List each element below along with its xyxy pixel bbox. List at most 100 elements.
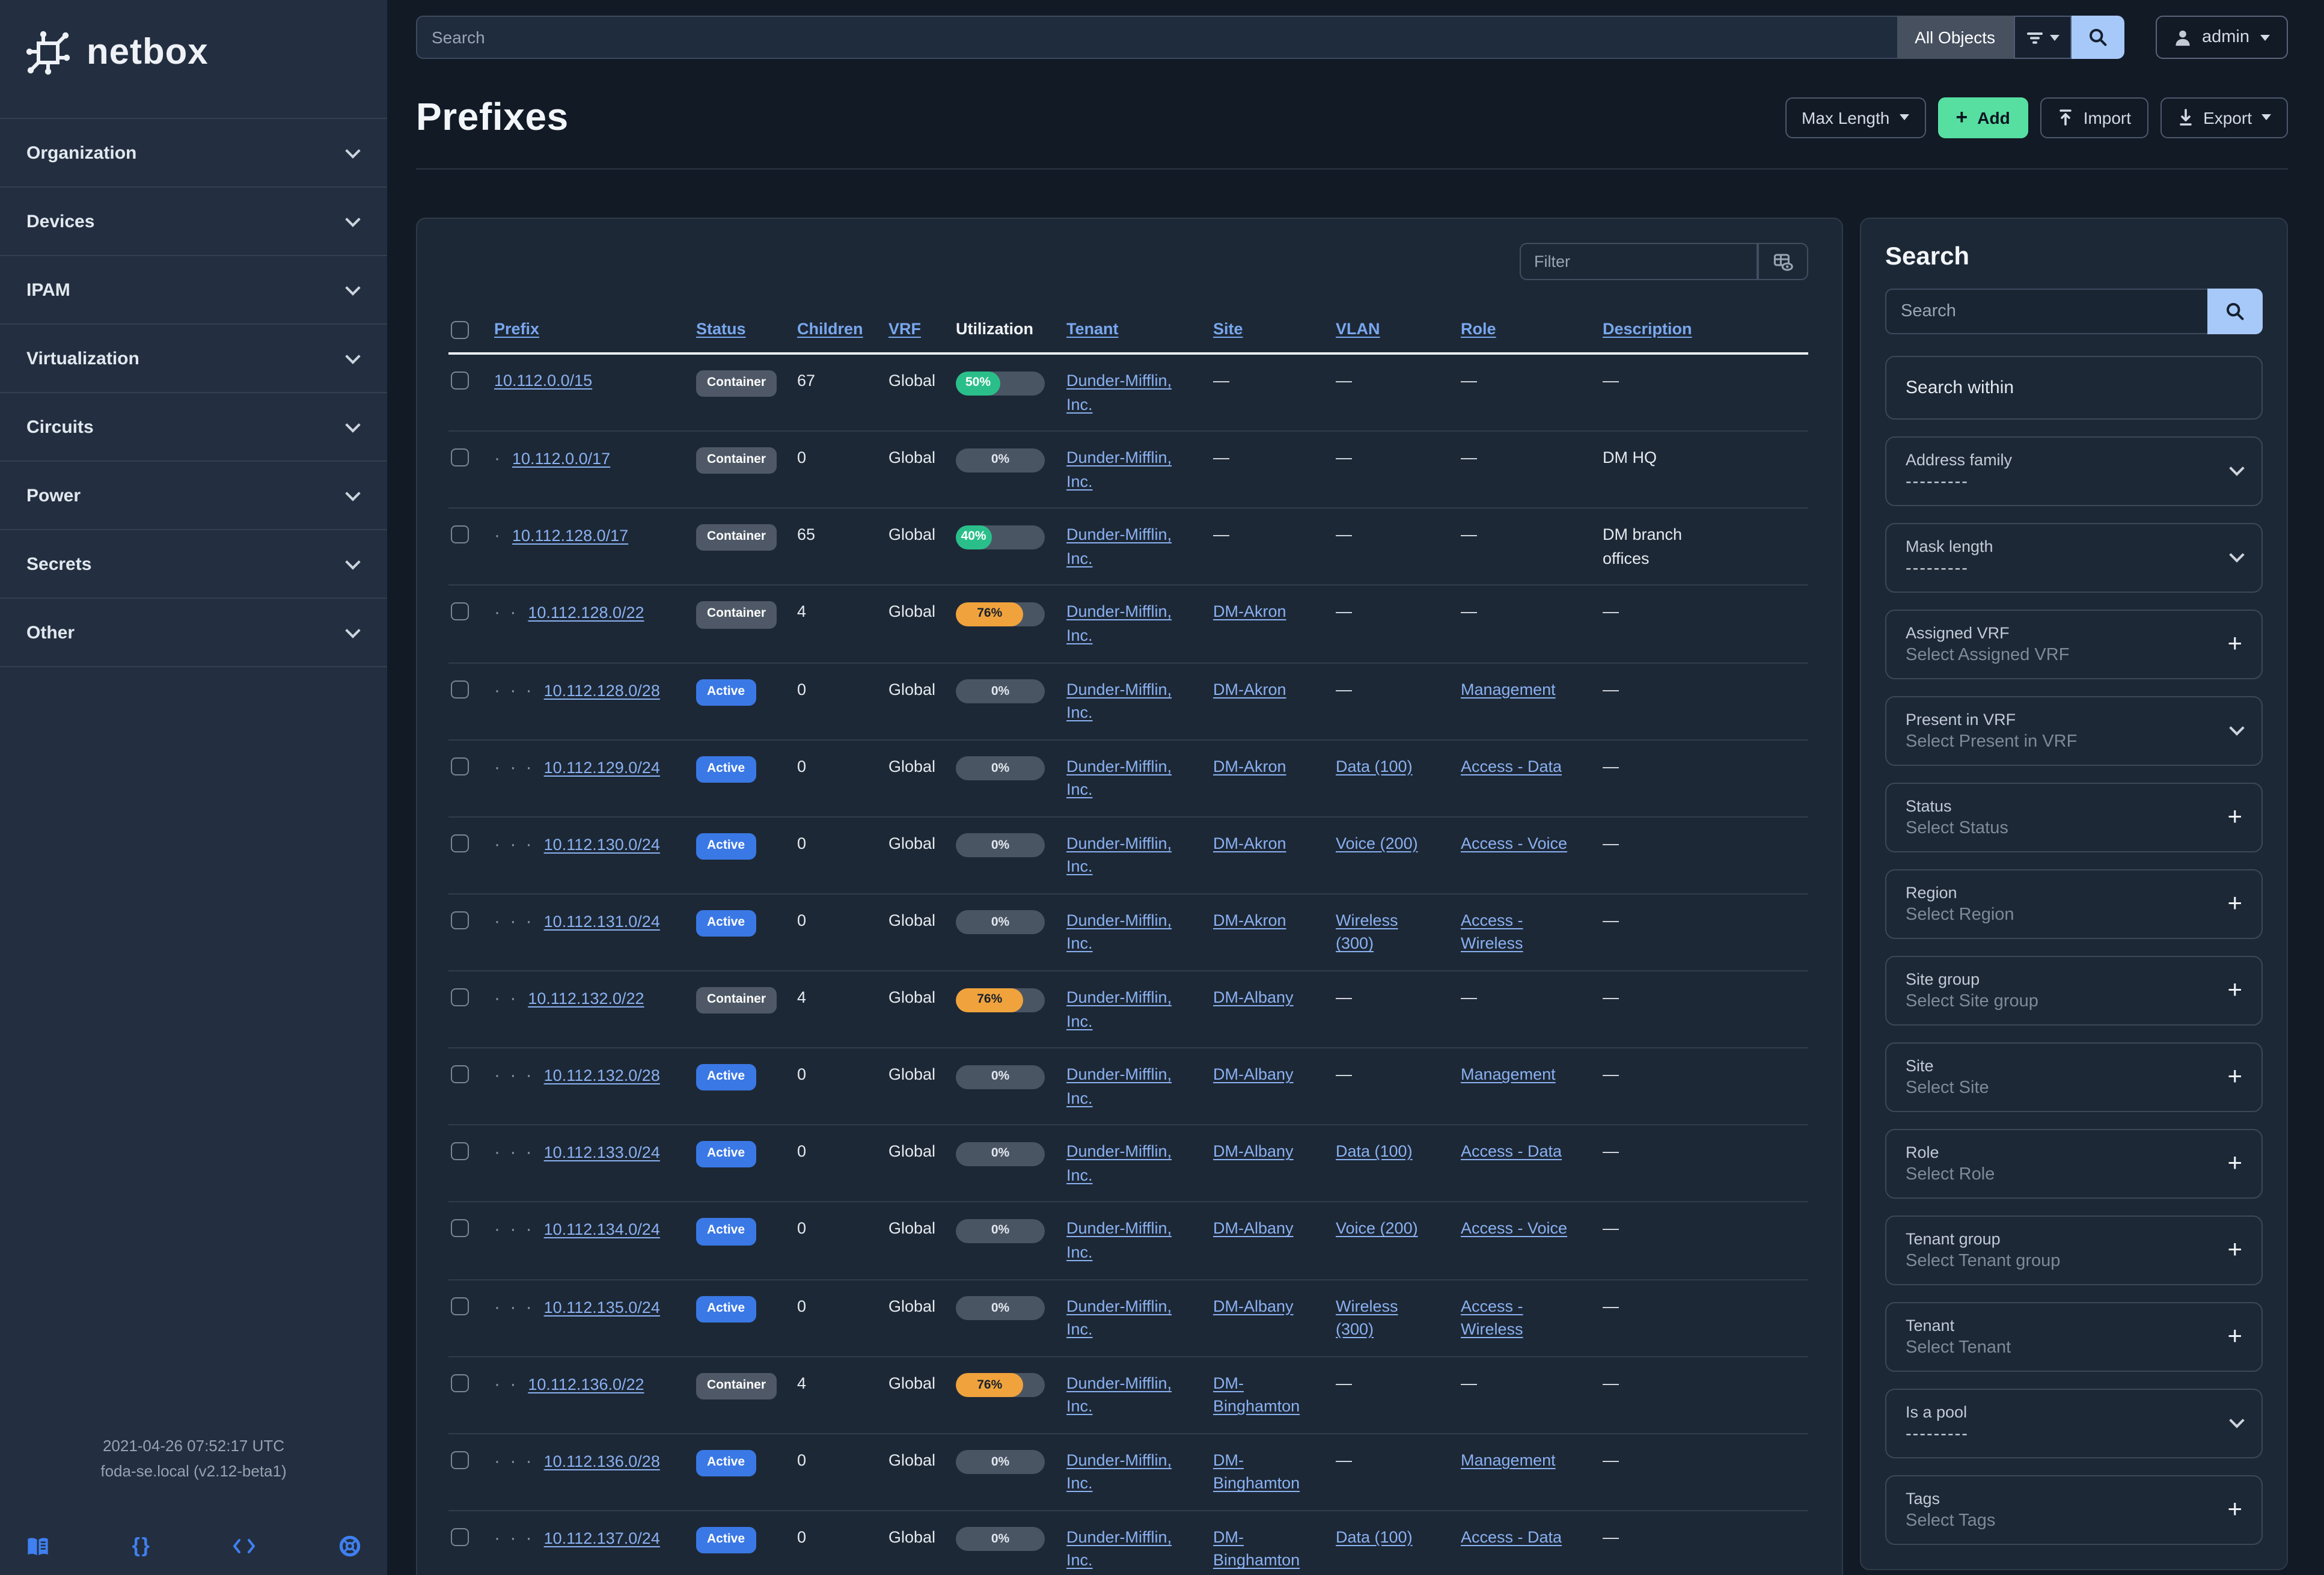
sidebar-item-ipam[interactable]: IPAM (0, 256, 387, 325)
column-sort-link[interactable]: Children (797, 320, 863, 338)
prefix-link[interactable]: 10.112.135.0/24 (543, 1298, 660, 1316)
help-lifering-icon[interactable] (339, 1535, 361, 1557)
prefix-link[interactable]: 10.112.128.0/28 (543, 681, 660, 699)
sidebar-item-circuits[interactable]: Circuits (0, 393, 387, 462)
filter-widget-is-a-pool[interactable]: Is a pool --------- (1885, 1389, 2263, 1458)
export-button[interactable]: Export (2160, 97, 2288, 138)
site-link[interactable]: DM-Albany (1213, 1297, 1294, 1315)
prefix-link[interactable]: 10.112.132.0/28 (543, 1066, 660, 1085)
role-link[interactable]: Management (1461, 1451, 1556, 1469)
role-link[interactable]: Access - Wireless (1461, 1297, 1523, 1339)
select-all-checkbox[interactable] (451, 321, 469, 339)
max-length-button[interactable]: Max Length (1785, 97, 1926, 138)
role-link[interactable]: Access - Wireless (1461, 911, 1523, 953)
import-button[interactable]: Import (2040, 97, 2148, 138)
add-button[interactable]: + Add (1937, 97, 2028, 138)
column-visibility-button[interactable] (1758, 243, 1808, 280)
tenant-link[interactable]: Dunder-Mifflin, Inc. (1066, 911, 1172, 953)
user-menu-button[interactable]: admin (2155, 16, 2288, 59)
site-link[interactable]: DM-Binghamton (1213, 1451, 1300, 1493)
prefix-link[interactable]: 10.112.130.0/24 (543, 835, 660, 854)
global-search-button[interactable] (2071, 16, 2124, 59)
row-checkbox[interactable] (451, 834, 469, 852)
site-link[interactable]: DM-Albany (1213, 1219, 1294, 1238)
sidebar-item-power[interactable]: Power (0, 462, 387, 530)
tenant-link[interactable]: Dunder-Mifflin, Inc. (1066, 988, 1172, 1030)
column-sort-link[interactable]: Description (1603, 320, 1692, 338)
filter-widget-region[interactable]: Region Select Region + (1885, 869, 2263, 939)
row-checkbox[interactable] (451, 680, 469, 698)
site-link[interactable]: DM-Albany (1213, 1065, 1294, 1084)
tenant-link[interactable]: Dunder-Mifflin, Inc. (1066, 525, 1172, 567)
prefix-link[interactable]: 10.112.136.0/28 (543, 1452, 660, 1470)
role-link[interactable]: Management (1461, 1065, 1556, 1084)
row-checkbox[interactable] (451, 988, 469, 1006)
column-sort-link[interactable]: Role (1461, 320, 1496, 338)
global-search-input[interactable] (416, 16, 1897, 59)
filter-widget-tenant-group[interactable]: Tenant group Select Tenant group + (1885, 1216, 2263, 1285)
tenant-link[interactable]: Dunder-Mifflin, Inc. (1066, 1374, 1172, 1416)
tenant-link[interactable]: Dunder-Mifflin, Inc. (1066, 1528, 1172, 1570)
row-checkbox[interactable] (451, 1297, 469, 1315)
filter-widget-status[interactable]: Status Select Status + (1885, 783, 2263, 852)
filter-widget-mask-length[interactable]: Mask length --------- (1885, 523, 2263, 593)
search-filter-dropdown-button[interactable] (2013, 16, 2071, 59)
sidebar-item-other[interactable]: Other (0, 599, 387, 667)
role-link[interactable]: Access - Data (1461, 1142, 1562, 1161)
tenant-link[interactable]: Dunder-Mifflin, Inc. (1066, 1065, 1172, 1107)
sidebar-item-secrets[interactable]: Secrets (0, 530, 387, 599)
tenant-link[interactable]: Dunder-Mifflin, Inc. (1066, 1142, 1172, 1184)
vlan-link[interactable]: Voice (200) (1336, 834, 1418, 852)
row-checkbox[interactable] (451, 1142, 469, 1161)
row-checkbox[interactable] (451, 1451, 469, 1469)
row-checkbox[interactable] (451, 911, 469, 929)
prefix-link[interactable]: 10.112.0.0/17 (512, 450, 611, 468)
row-checkbox[interactable] (451, 372, 469, 390)
sidebar-item-devices[interactable]: Devices (0, 188, 387, 256)
row-checkbox[interactable] (451, 1219, 469, 1238)
filter-widget-site-group[interactable]: Site group Select Site group + (1885, 956, 2263, 1026)
role-link[interactable]: Access - Voice (1461, 834, 1568, 852)
column-sort-link[interactable]: VLAN (1336, 320, 1380, 338)
vlan-link[interactable]: Voice (200) (1336, 1219, 1418, 1238)
column-sort-link[interactable]: Status (696, 320, 746, 338)
vlan-link[interactable]: Data (100) (1336, 1142, 1413, 1161)
tenant-link[interactable]: Dunder-Mifflin, Inc. (1066, 1219, 1172, 1261)
filter-widget-address-family[interactable]: Address family --------- (1885, 436, 2263, 506)
netbox-logo[interactable]: netbox (0, 0, 387, 99)
column-sort-link[interactable]: Prefix (494, 320, 540, 338)
filter-widget-tenant[interactable]: Tenant Select Tenant + (1885, 1302, 2263, 1372)
site-link[interactable]: DM-Akron (1213, 911, 1286, 929)
api-braces-icon[interactable]: { } (132, 1534, 150, 1557)
role-link[interactable]: Access - Voice (1461, 1219, 1568, 1238)
prefix-link[interactable]: 10.112.137.0/24 (543, 1529, 660, 1547)
site-link[interactable]: DM-Akron (1213, 602, 1286, 621)
filter-widget-tags[interactable]: Tags Select Tags + (1885, 1475, 2263, 1545)
tenant-link[interactable]: Dunder-Mifflin, Inc. (1066, 372, 1172, 414)
prefix-link[interactable]: 10.112.134.0/24 (543, 1220, 660, 1239)
vlan-link[interactable]: Data (100) (1336, 757, 1413, 775)
prefix-link[interactable]: 10.112.128.0/22 (528, 604, 644, 622)
column-sort-link[interactable]: VRF (888, 320, 921, 338)
prefix-link[interactable]: 10.112.132.0/22 (528, 989, 644, 1008)
row-checkbox[interactable] (451, 1065, 469, 1084)
tenant-link[interactable]: Dunder-Mifflin, Inc. (1066, 680, 1172, 722)
row-checkbox[interactable] (451, 1528, 469, 1546)
filter-widget-site[interactable]: Site Select Site + (1885, 1042, 2263, 1112)
site-link[interactable]: DM-Akron (1213, 757, 1286, 775)
role-link[interactable]: Management (1461, 680, 1556, 698)
filter-widget-role[interactable]: Role Select Role + (1885, 1129, 2263, 1199)
prefix-link[interactable]: 10.112.136.0/22 (528, 1375, 644, 1393)
filter-widget-assigned-vrf[interactable]: Assigned VRF Select Assigned VRF + (1885, 610, 2263, 679)
role-link[interactable]: Access - Data (1461, 757, 1562, 775)
role-link[interactable]: Access - Data (1461, 1528, 1562, 1546)
tenant-link[interactable]: Dunder-Mifflin, Inc. (1066, 1297, 1172, 1339)
search-scope-selector[interactable]: All Objects (1897, 16, 2013, 59)
site-link[interactable]: DM-Albany (1213, 988, 1294, 1006)
column-sort-link[interactable]: Tenant (1066, 320, 1119, 338)
vlan-link[interactable]: Wireless (300) (1336, 911, 1398, 953)
site-link[interactable]: DM-Binghamton (1213, 1374, 1300, 1416)
table-filter-input[interactable] (1520, 243, 1758, 280)
docs-book-icon[interactable] (26, 1536, 49, 1556)
row-checkbox[interactable] (451, 525, 469, 544)
